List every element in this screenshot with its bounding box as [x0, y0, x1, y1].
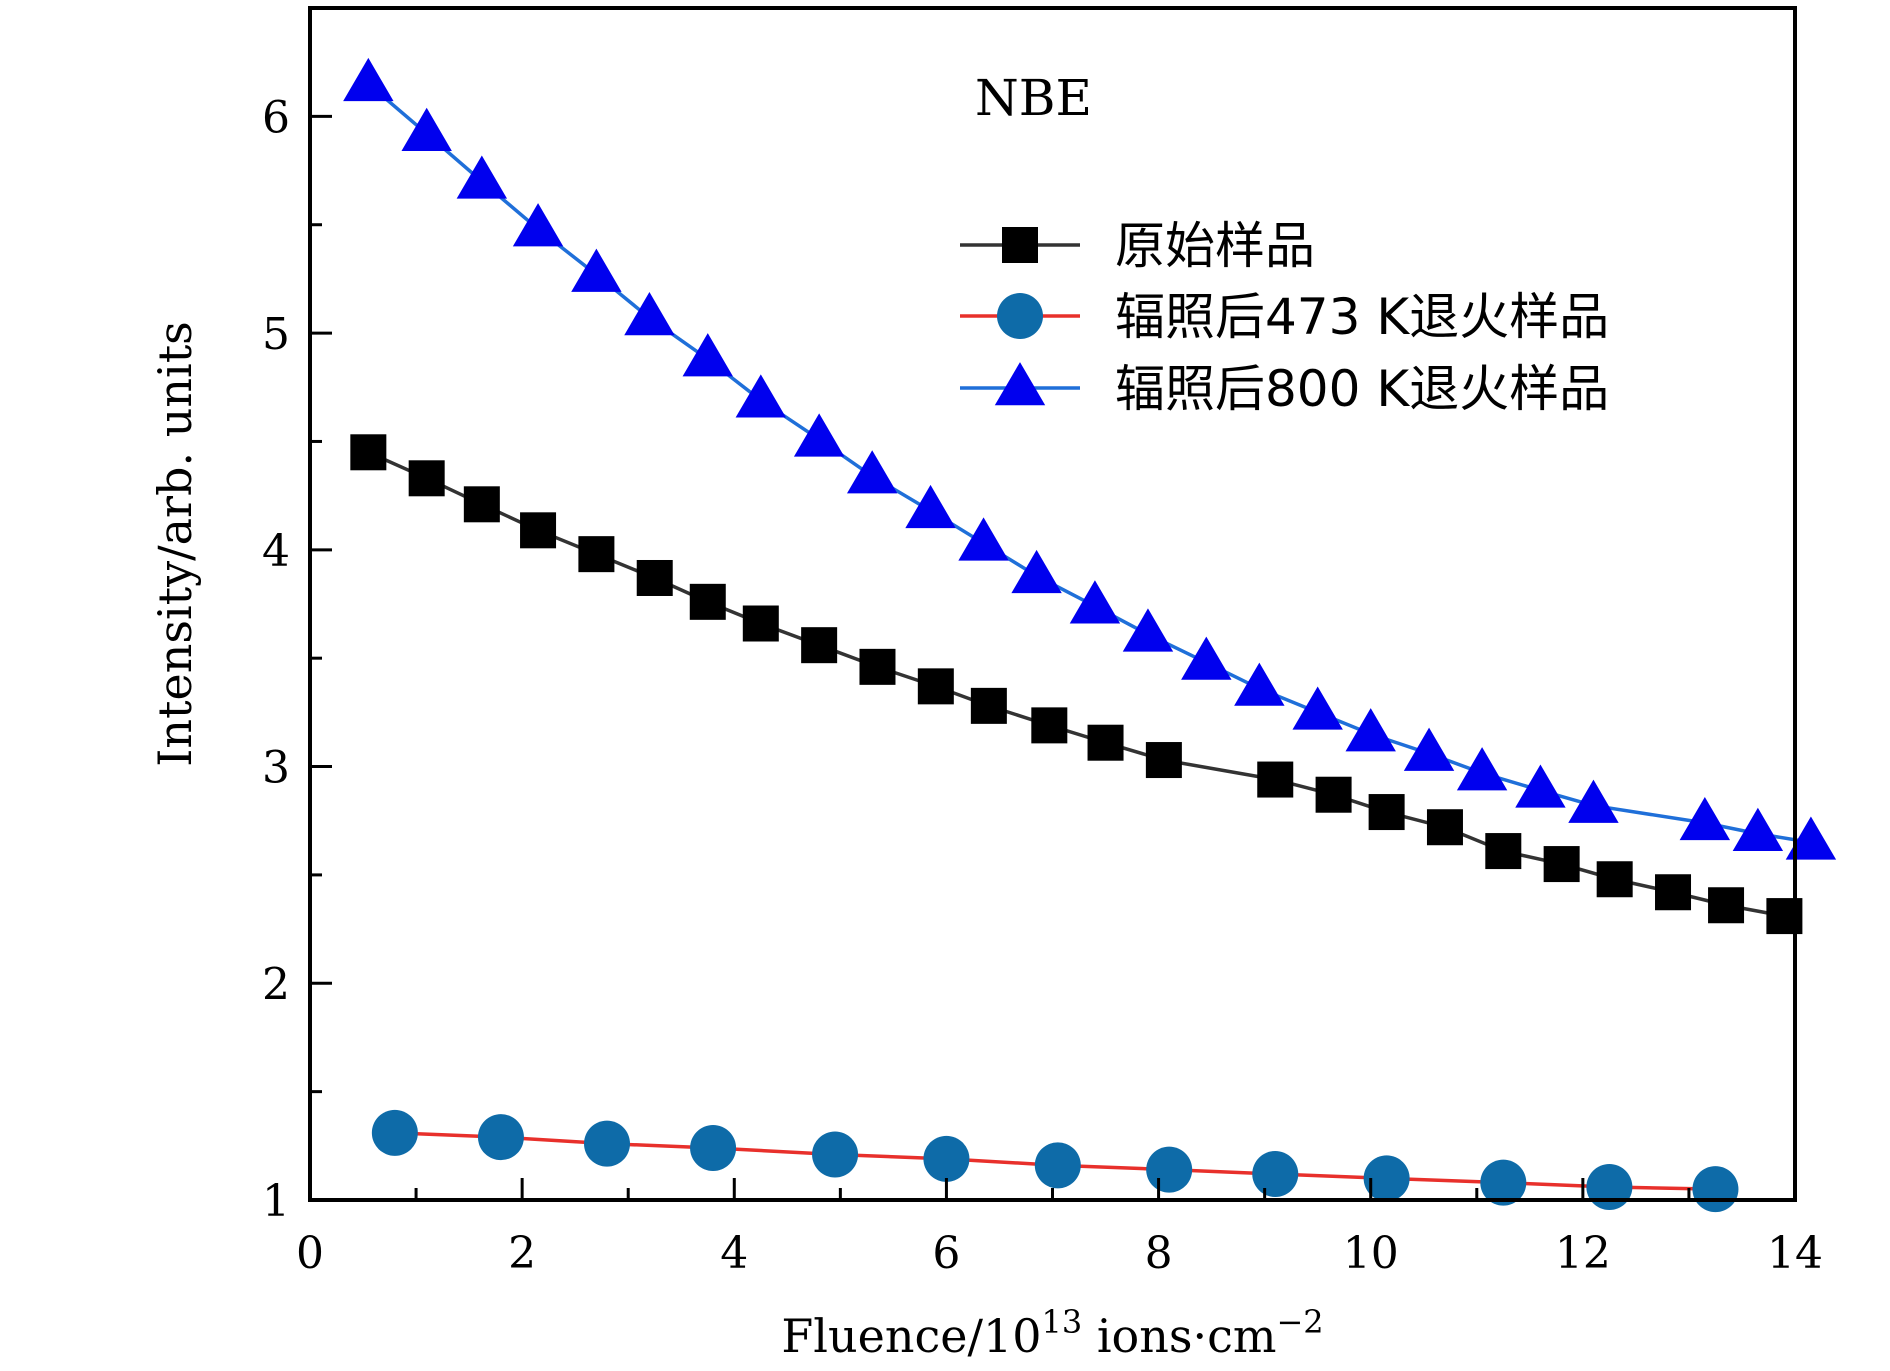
series-3-point	[682, 333, 733, 377]
series-2-point	[1034, 1142, 1081, 1189]
series-3-point	[571, 248, 622, 292]
series-1-point	[1596, 861, 1633, 898]
x-tick-label: 10	[1343, 1228, 1399, 1279]
series-3-point	[1181, 636, 1232, 680]
y-axis-label: Intensity/arb. units	[148, 321, 202, 767]
series-1-point	[1257, 761, 1294, 798]
y-tick-label: 4	[262, 526, 290, 577]
series-3-point	[1403, 727, 1455, 771]
legend-label-2: 辐照后473 K退火样品	[1115, 288, 1609, 346]
x-tick-label: 0	[296, 1228, 324, 1279]
series-1-point	[1087, 724, 1124, 761]
series-3-point	[1122, 608, 1174, 652]
series-2-point	[1692, 1166, 1739, 1213]
legend-marker-2	[997, 293, 1043, 339]
y-tick-label: 3	[262, 743, 290, 794]
legend-label-3: 辐照后800 K退火样品	[1115, 360, 1609, 418]
series-2-point	[584, 1120, 630, 1167]
y-tick-label: 6	[262, 92, 290, 143]
series-1-point	[742, 605, 779, 642]
x-tick-label: 14	[1767, 1228, 1823, 1279]
series-3-point	[512, 203, 564, 247]
series-3-point	[958, 517, 1009, 561]
x-axis-label-unit-exponent: −2	[1276, 1303, 1323, 1341]
series-layer	[343, 57, 1837, 1213]
series-3-point	[401, 107, 452, 151]
x-tick-label: 12	[1555, 1228, 1611, 1279]
series-1-point	[463, 486, 500, 523]
x-axis-label-unit: ions·cm	[1082, 1309, 1276, 1363]
series-1-point	[1031, 707, 1068, 744]
x-tick-label: 6	[932, 1228, 960, 1279]
series-3-point	[1011, 549, 1062, 594]
series-3-point	[793, 413, 845, 457]
series-2-point	[371, 1109, 418, 1156]
series-2-point	[477, 1114, 524, 1161]
series-1-point	[917, 668, 954, 705]
series-1-point	[859, 648, 896, 685]
x-tick-label: 4	[720, 1228, 748, 1279]
series-3-point	[846, 450, 898, 494]
series-1-point	[636, 559, 673, 596]
series-2-point	[1586, 1163, 1633, 1210]
x-tick-label: 2	[508, 1228, 536, 1279]
series-3	[343, 57, 1837, 860]
series-1	[350, 434, 1803, 935]
series-3-point	[1234, 662, 1285, 706]
series-2-point	[1480, 1159, 1527, 1206]
series-1-point	[1655, 874, 1692, 911]
series-3-point	[1568, 779, 1619, 823]
series-3-point	[1515, 764, 1566, 808]
series-1-point	[689, 583, 726, 620]
series-3-point	[343, 57, 394, 102]
y-tick-label: 2	[262, 959, 290, 1010]
series-3-point	[1785, 816, 1837, 860]
series-2-point	[1252, 1150, 1299, 1197]
chart-annotation: NBE	[975, 69, 1092, 127]
series-3-point	[1292, 686, 1343, 730]
series-1-point	[1368, 794, 1405, 831]
legend-marker-1	[1002, 227, 1038, 263]
x-axis-label-exponent: 13	[1041, 1303, 1082, 1341]
series-1-point	[1426, 809, 1463, 846]
series-2-point	[1146, 1146, 1193, 1193]
legend-label-1: 原始样品	[1115, 217, 1315, 275]
series-1-point	[1485, 833, 1522, 870]
series-3-point	[1345, 708, 1396, 752]
y-tick-label: 1	[262, 1176, 290, 1227]
series-3-point	[1732, 807, 1784, 852]
series-2-point	[1363, 1155, 1410, 1202]
series-2-point	[690, 1124, 737, 1171]
legend-marker-3	[994, 362, 1046, 406]
series-3-point	[905, 484, 956, 529]
series-1-point	[408, 460, 445, 497]
series-2-point	[923, 1135, 970, 1182]
series-3-point	[624, 292, 675, 336]
series-2-point	[812, 1131, 859, 1178]
series-1-point	[970, 687, 1007, 724]
series-3-point	[1456, 747, 1508, 791]
y-tick-label: 5	[262, 309, 290, 360]
series-1-point	[520, 512, 557, 549]
series-1-point	[1145, 742, 1182, 779]
series-3-point	[735, 374, 787, 418]
series-1-point	[578, 536, 615, 573]
series-1-point	[350, 434, 387, 471]
series-2	[371, 1109, 1739, 1213]
series-1-point	[1543, 846, 1580, 883]
series-1-point	[1315, 776, 1352, 813]
series-3-point	[456, 155, 508, 199]
series-1-point	[801, 627, 838, 664]
series-3-point	[1069, 580, 1121, 624]
x-axis-label-main: Fluence/10	[781, 1309, 1041, 1363]
x-axis-label: Fluence/1013 ions·cm−2	[781, 1303, 1323, 1363]
x-tick-label: 8	[1145, 1228, 1173, 1279]
series-1-point	[1708, 887, 1745, 924]
series-3-point	[1679, 796, 1731, 841]
